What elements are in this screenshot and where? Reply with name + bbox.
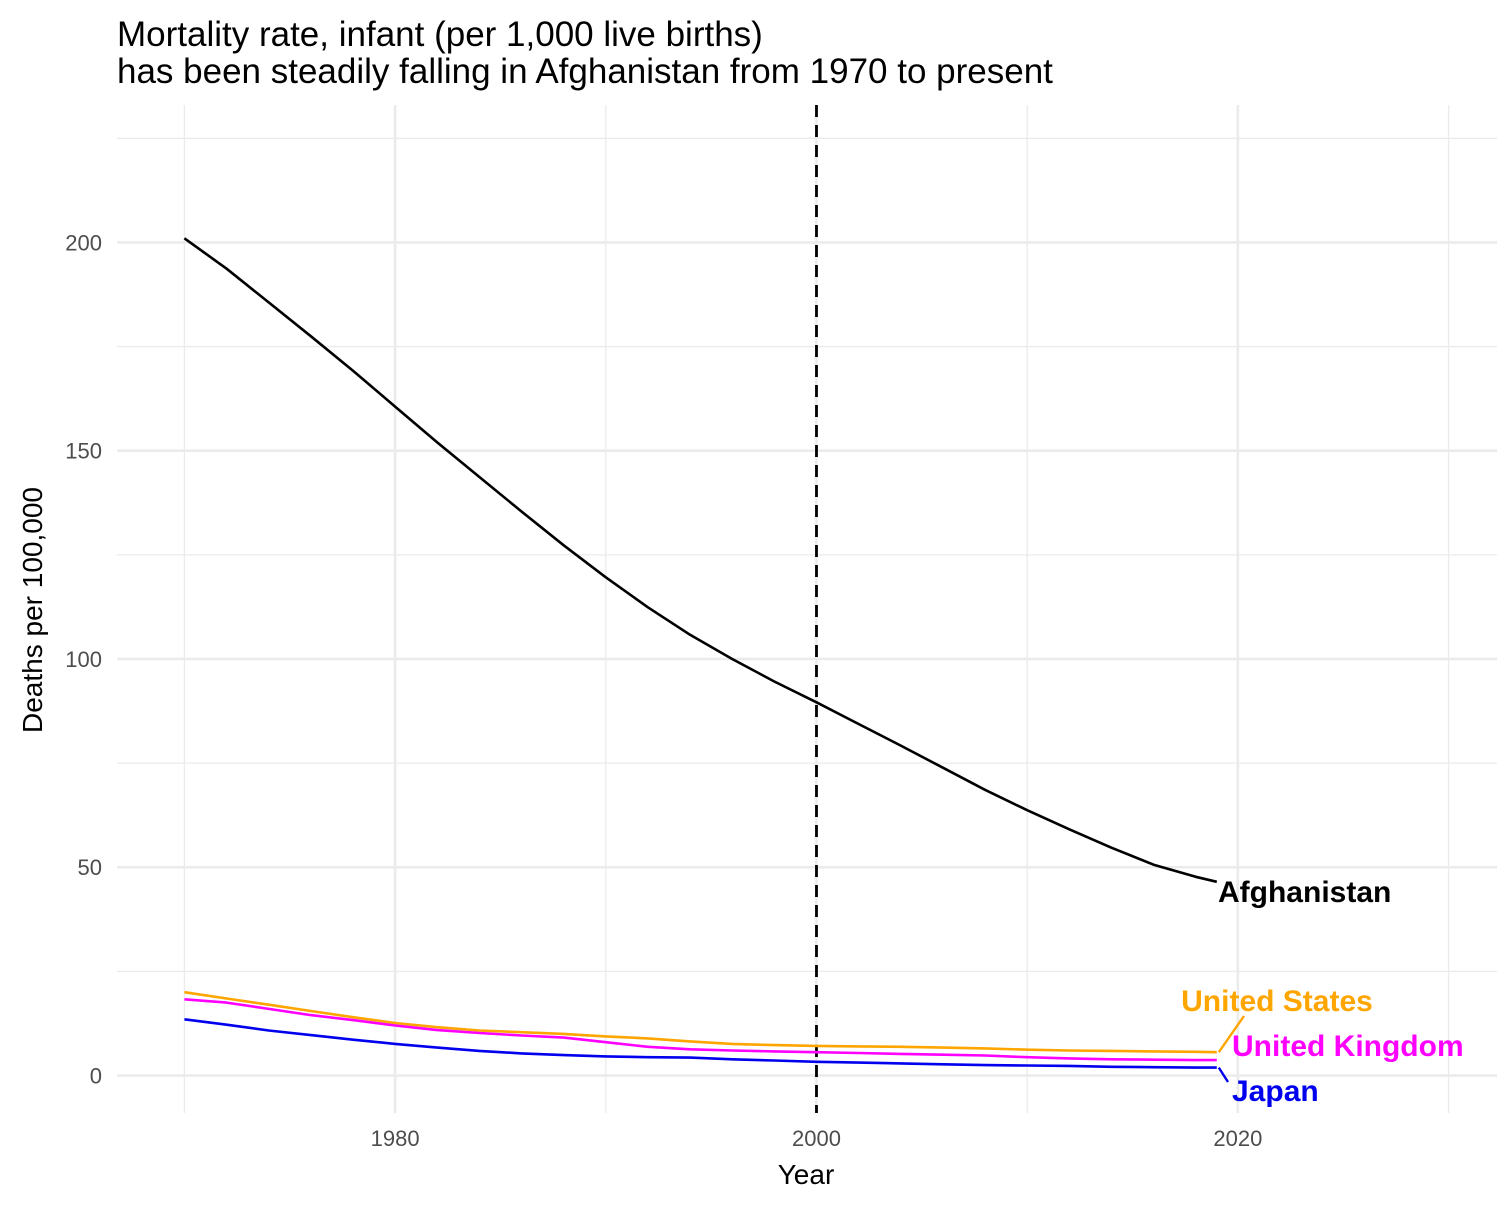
series-label-united-kingdom: United Kingdom bbox=[1232, 1030, 1464, 1063]
x-tick-label: 2000 bbox=[792, 1126, 841, 1151]
y-tick-label: 150 bbox=[65, 439, 102, 464]
x-axis-title: Year bbox=[778, 1159, 835, 1190]
chart-subtitle: has been steadily falling in Afghanistan… bbox=[117, 52, 1053, 91]
chart-title: Mortality rate, infant (per 1,000 live b… bbox=[117, 15, 763, 54]
y-tick-label: 50 bbox=[78, 855, 102, 880]
series-label-japan: Japan bbox=[1232, 1075, 1319, 1108]
y-axis-title: Deaths per 100,000 bbox=[17, 487, 48, 733]
y-tick-label: 200 bbox=[65, 230, 102, 255]
x-tick-label: 2020 bbox=[1213, 1126, 1262, 1151]
series-label-afghanistan: Afghanistan bbox=[1218, 876, 1391, 909]
grid-lines bbox=[117, 105, 1497, 1113]
y-tick-label: 100 bbox=[65, 647, 102, 672]
y-tick-label: 0 bbox=[90, 1064, 102, 1089]
x-tick-label: 1980 bbox=[371, 1126, 420, 1151]
series-labels: Afghanistan United States United Kingdom Ja… bbox=[1181, 876, 1464, 1108]
series-line-japan bbox=[184, 1019, 1216, 1067]
series-label-united-states: United States bbox=[1181, 985, 1373, 1018]
series-line-afghanistan bbox=[184, 238, 1216, 882]
tick-labels: 1980 2000 2020 0 50 100 150 200 bbox=[65, 230, 1262, 1151]
series-lines bbox=[184, 238, 1216, 1067]
series-line-united-states bbox=[184, 992, 1216, 1052]
